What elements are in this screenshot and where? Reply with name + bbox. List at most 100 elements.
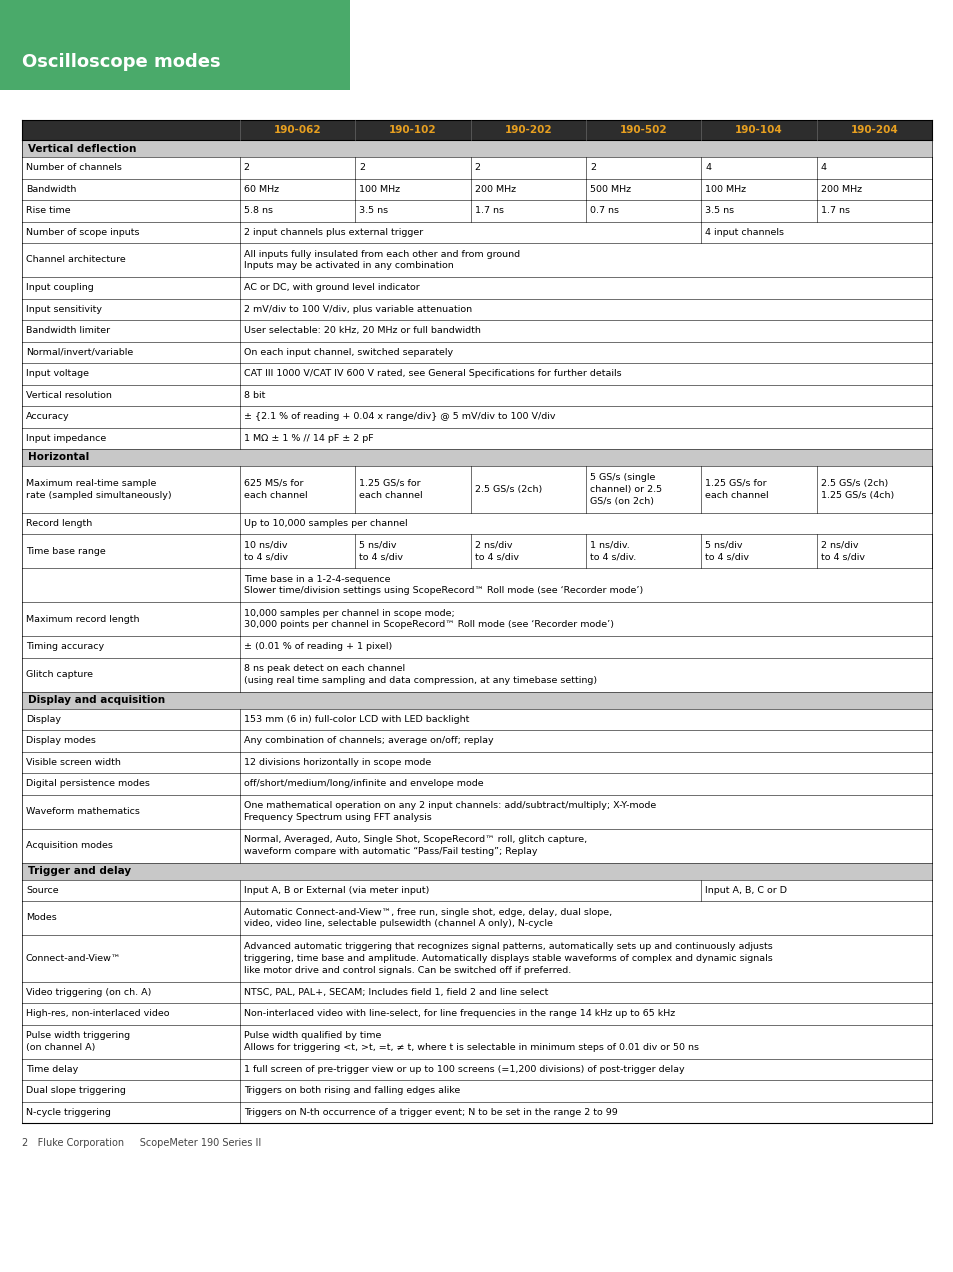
Bar: [22, 1024, 931, 1058]
Text: Dual slope triggering: Dual slope triggering: [26, 1086, 126, 1095]
Text: 100 MHz: 100 MHz: [358, 184, 400, 193]
Bar: [22, 178, 931, 200]
Text: 3.5 ns: 3.5 ns: [704, 206, 734, 215]
Text: 190-102: 190-102: [389, 125, 436, 135]
Text: Visible screen width: Visible screen width: [26, 758, 121, 767]
Bar: [22, 140, 931, 156]
Text: 1.7 ns: 1.7 ns: [474, 206, 503, 215]
Text: Connect-and-View™: Connect-and-View™: [26, 954, 121, 963]
Text: Video triggering (on ch. A): Video triggering (on ch. A): [26, 988, 152, 997]
Bar: [22, 1102, 931, 1123]
Bar: [0, 0, 350, 90]
Bar: [22, 156, 931, 178]
Bar: [22, 321, 931, 341]
Bar: [22, 534, 931, 569]
Text: Input coupling: Input coupling: [26, 284, 93, 293]
Text: Normal/invert/variable: Normal/invert/variable: [26, 347, 133, 356]
Text: 60 MHz: 60 MHz: [244, 184, 278, 193]
Bar: [22, 901, 931, 935]
Text: 190-104: 190-104: [735, 125, 782, 135]
Text: Pulse width triggering
(on channel A): Pulse width triggering (on channel A): [26, 1032, 130, 1052]
Text: Input A, B, C or D: Input A, B, C or D: [704, 885, 786, 894]
Bar: [22, 363, 931, 384]
Bar: [22, 982, 931, 1004]
Text: 1 MΩ ± 1 % // 14 pF ± 2 pF: 1 MΩ ± 1 % // 14 pF ± 2 pF: [244, 434, 373, 443]
Bar: [22, 341, 931, 363]
Bar: [22, 692, 931, 709]
Text: Modes: Modes: [26, 913, 56, 922]
Bar: [22, 200, 931, 221]
Text: User selectable: 20 kHz, 20 MHz or full bandwidth: User selectable: 20 kHz, 20 MHz or full …: [244, 326, 480, 336]
Text: On each input channel, switched separately: On each input channel, switched separate…: [244, 347, 453, 356]
Text: Timing accuracy: Timing accuracy: [26, 642, 104, 651]
Text: Digital persistence modes: Digital persistence modes: [26, 780, 150, 789]
Text: 1.7 ns: 1.7 ns: [820, 206, 849, 215]
Text: Maximum real-time sample
rate (sampled simultaneously): Maximum real-time sample rate (sampled s…: [26, 478, 172, 500]
Bar: [22, 120, 931, 140]
Bar: [22, 1004, 931, 1024]
Text: Display modes: Display modes: [26, 736, 95, 745]
Text: 3.5 ns: 3.5 ns: [358, 206, 388, 215]
Text: Advanced automatic triggering that recognizes signal patterns, automatically set: Advanced automatic triggering that recog…: [244, 943, 772, 974]
Text: Time base in a 1-2-4-sequence
Slower time/division settings using ScopeRecord™ R: Time base in a 1-2-4-sequence Slower tim…: [244, 575, 642, 595]
Text: 2.5 GS/s (2ch)
1.25 GS/s (4ch): 2.5 GS/s (2ch) 1.25 GS/s (4ch): [820, 478, 893, 500]
Text: 190-502: 190-502: [619, 125, 667, 135]
Text: CAT III 1000 V/CAT IV 600 V rated, see General Specifications for further detail: CAT III 1000 V/CAT IV 600 V rated, see G…: [244, 369, 620, 378]
Text: Non-interlaced video with line-select, for line frequencies in the range 14 kHz : Non-interlaced video with line-select, f…: [244, 1009, 675, 1019]
Text: Automatic Connect-and-View™, free run, single shot, edge, delay, dual slope,
vid: Automatic Connect-and-View™, free run, s…: [244, 908, 611, 929]
Bar: [22, 636, 931, 658]
Text: 5 ns/div
to 4 s/div: 5 ns/div to 4 s/div: [704, 541, 748, 561]
Text: Bandwidth limiter: Bandwidth limiter: [26, 326, 110, 336]
Text: ± {2.1 % of reading + 0.04 x range/div} @ 5 mV/div to 100 V/div: ± {2.1 % of reading + 0.04 x range/div} …: [244, 412, 555, 421]
Bar: [22, 299, 931, 321]
Bar: [22, 569, 931, 602]
Text: Horizontal: Horizontal: [28, 453, 90, 463]
Text: 5 ns/div
to 4 s/div: 5 ns/div to 4 s/div: [358, 541, 403, 561]
Text: Input A, B or External (via meter input): Input A, B or External (via meter input): [244, 885, 429, 894]
Bar: [22, 862, 931, 879]
Bar: [22, 795, 931, 828]
Text: 2 mV/div to 100 V/div, plus variable attenuation: 2 mV/div to 100 V/div, plus variable att…: [244, 305, 472, 314]
Text: Record length: Record length: [26, 519, 92, 528]
Text: 190-062: 190-062: [274, 125, 321, 135]
Text: 2: 2: [589, 163, 596, 172]
Text: 2: 2: [244, 163, 250, 172]
Bar: [22, 658, 931, 692]
Text: 2 ns/div
to 4 s/div: 2 ns/div to 4 s/div: [820, 541, 863, 561]
Bar: [22, 221, 931, 243]
Text: 12 divisions horizontally in scope mode: 12 divisions horizontally in scope mode: [244, 758, 431, 767]
Text: 4: 4: [704, 163, 711, 172]
Text: Bandwidth: Bandwidth: [26, 184, 76, 193]
Bar: [22, 406, 931, 427]
Text: 1 ns/div.
to 4 s/div.: 1 ns/div. to 4 s/div.: [589, 541, 636, 561]
Text: Glitch capture: Glitch capture: [26, 670, 92, 679]
Text: 2 input channels plus external trigger: 2 input channels plus external trigger: [244, 228, 422, 237]
Text: 153 mm (6 in) full-color LCD with LED backlight: 153 mm (6 in) full-color LCD with LED ba…: [244, 715, 469, 724]
Text: Channel architecture: Channel architecture: [26, 256, 126, 265]
Text: Acquisition modes: Acquisition modes: [26, 841, 112, 850]
Text: 625 MS/s for
each channel: 625 MS/s for each channel: [244, 478, 307, 500]
Text: 4 input channels: 4 input channels: [704, 228, 783, 237]
Text: Maximum record length: Maximum record length: [26, 614, 139, 623]
Text: Vertical deflection: Vertical deflection: [28, 144, 136, 154]
Text: NTSC, PAL, PAL+, SECAM; Includes field 1, field 2 and line select: NTSC, PAL, PAL+, SECAM; Includes field 1…: [244, 988, 548, 997]
Text: Number of scope inputs: Number of scope inputs: [26, 228, 139, 237]
Bar: [22, 1080, 931, 1102]
Bar: [22, 773, 931, 795]
Bar: [22, 466, 931, 513]
Text: Vertical resolution: Vertical resolution: [26, 391, 112, 399]
Text: Rise time: Rise time: [26, 206, 71, 215]
Text: Input impedance: Input impedance: [26, 434, 106, 443]
Text: ± (0.01 % of reading + 1 pixel): ± (0.01 % of reading + 1 pixel): [244, 642, 392, 651]
Bar: [22, 1058, 931, 1080]
Text: High-res, non-interlaced video: High-res, non-interlaced video: [26, 1009, 170, 1019]
Text: One mathematical operation on any 2 input channels: add/subtract/multiply; X-Y-m: One mathematical operation on any 2 inpu…: [244, 801, 656, 822]
Text: All inputs fully insulated from each other and from ground
Inputs may be activat: All inputs fully insulated from each oth…: [244, 249, 519, 271]
Text: 1.25 GS/s for
each channel: 1.25 GS/s for each channel: [358, 478, 422, 500]
Bar: [22, 427, 931, 449]
Text: 100 MHz: 100 MHz: [704, 184, 745, 193]
Text: Display and acquisition: Display and acquisition: [28, 695, 165, 705]
Bar: [22, 709, 931, 730]
Text: 4: 4: [820, 163, 825, 172]
Text: 10,000 samples per channel in scope mode;
30,000 points per channel in ScopeReco: 10,000 samples per channel in scope mode…: [244, 608, 613, 630]
